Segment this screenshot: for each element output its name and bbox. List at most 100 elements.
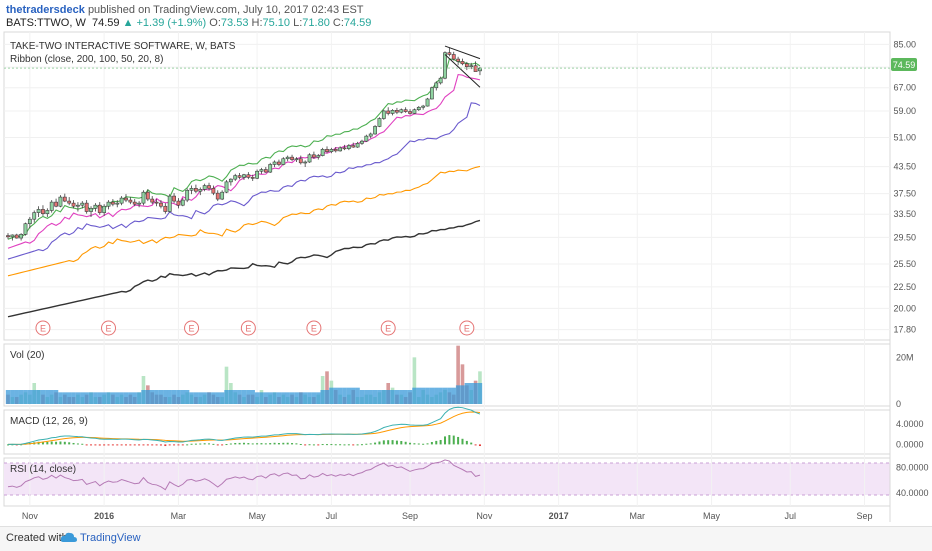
macd-histogram-bar (269, 443, 272, 445)
macd-histogram-bar (225, 444, 228, 446)
macd-histogram-bar (116, 444, 119, 446)
volume-ma-bar (337, 387, 343, 404)
candle-body (259, 169, 264, 172)
macd-tick-label: 0.0000 (896, 439, 924, 449)
candle-body (84, 202, 89, 212)
candle-body (119, 197, 124, 204)
volume-ma-bar (158, 390, 164, 404)
y-tick-label: 59.00 (893, 106, 916, 116)
candle-body (255, 170, 259, 179)
tradingview-link[interactable]: TradingView (80, 532, 141, 544)
last-price-label: 74.59 (893, 60, 916, 70)
volume-ma-bar (101, 392, 107, 404)
x-tick-label: Jul (784, 511, 796, 521)
volume-bar (224, 366, 229, 404)
y-tick-label: 43.50 (893, 162, 916, 172)
candle-body (185, 189, 190, 201)
candle-body (36, 209, 41, 213)
macd-histogram-bar (478, 444, 481, 447)
volume-ma-bar (58, 392, 63, 404)
macd-histogram-bar (260, 443, 263, 445)
volume-ma-bar (45, 390, 50, 404)
earnings-marker[interactable]: E (380, 320, 396, 336)
candle-body (27, 218, 32, 225)
volume-bar (460, 364, 465, 404)
candle-body (333, 149, 338, 152)
volume-ma-bar (320, 390, 325, 404)
earnings-marker[interactable]: E (184, 320, 200, 336)
macd-histogram-bar (208, 443, 211, 445)
candle-body (381, 110, 386, 119)
volume-ma-bar (40, 390, 46, 404)
candle-body (194, 188, 198, 192)
y-tick-label: 25.50 (893, 259, 916, 269)
macd-histogram-bar (286, 442, 289, 445)
volume-ma-bar (311, 392, 317, 404)
last-price-badge (891, 58, 917, 71)
earnings-label: E (464, 324, 470, 334)
volume-ma-bar (268, 392, 273, 404)
candle-body (163, 205, 168, 212)
volume-bar (325, 371, 329, 404)
candle-body (32, 212, 37, 220)
y-tick-label: 51.00 (893, 133, 916, 143)
candle-body (368, 133, 373, 137)
earnings-marker[interactable]: E (306, 320, 322, 336)
author-link[interactable]: thetradersdeck (6, 4, 85, 16)
volume-ma-bar (377, 390, 382, 404)
macd-histogram-bar (247, 443, 250, 445)
macd-histogram-bar (107, 444, 110, 446)
macd-histogram-bar (124, 444, 127, 446)
macd-histogram-bar (168, 444, 171, 446)
volume-ma-bar (246, 390, 251, 404)
earnings-circle (380, 320, 396, 336)
candle-body (150, 198, 155, 203)
earnings-marker[interactable]: E (459, 320, 475, 336)
earnings-marker[interactable]: E (101, 320, 117, 336)
x-tick-label: Jul (326, 511, 338, 521)
candle-body (228, 178, 233, 183)
candle-body (10, 234, 15, 238)
y-tick-label: 33.50 (893, 209, 916, 219)
y-tick-label: 67.00 (893, 83, 916, 93)
candle-body (434, 82, 439, 89)
candle-body (298, 158, 303, 164)
candle-body (403, 109, 408, 112)
volume-ma-bar (469, 383, 474, 404)
earnings-circle (35, 320, 51, 336)
volume-ma-bar (355, 387, 360, 404)
volume-ma-bar (224, 390, 229, 404)
volume-ma-bar (5, 390, 11, 404)
earnings-circle (240, 320, 256, 336)
x-tick-label: Sep (402, 511, 418, 521)
volume-ma-bar (254, 392, 260, 404)
volume-ma-bar (136, 392, 142, 404)
y-tick-label: 22.50 (893, 282, 916, 292)
macd-histogram-bar (229, 443, 232, 445)
earnings-label: E (245, 324, 251, 334)
macd-histogram-bar (347, 444, 350, 446)
volume-tick-label: 20M (896, 352, 914, 362)
candle-body (478, 67, 482, 72)
earnings-marker[interactable]: E (35, 320, 51, 336)
candle-body (294, 158, 299, 161)
earnings-marker[interactable]: E (240, 320, 256, 336)
volume-ma-bar (171, 390, 177, 404)
candle-body (23, 223, 28, 235)
candle-body (180, 199, 185, 206)
macd-histogram-bar (76, 443, 79, 445)
earnings-circle (184, 320, 200, 336)
candle-body (76, 204, 80, 207)
macd-histogram-bar (444, 436, 446, 445)
macd-histogram-bar (457, 436, 460, 445)
volume-ma-bar (167, 390, 172, 404)
volume-ma-bar (128, 392, 133, 404)
macd-histogram-bar (138, 444, 141, 446)
macd-histogram-bar (151, 444, 154, 446)
macd-histogram-bar (369, 443, 372, 445)
candle-body (464, 63, 469, 67)
volume-ma-bar (412, 387, 417, 404)
pattern-trendline (444, 45, 481, 60)
candle-body (421, 105, 426, 108)
